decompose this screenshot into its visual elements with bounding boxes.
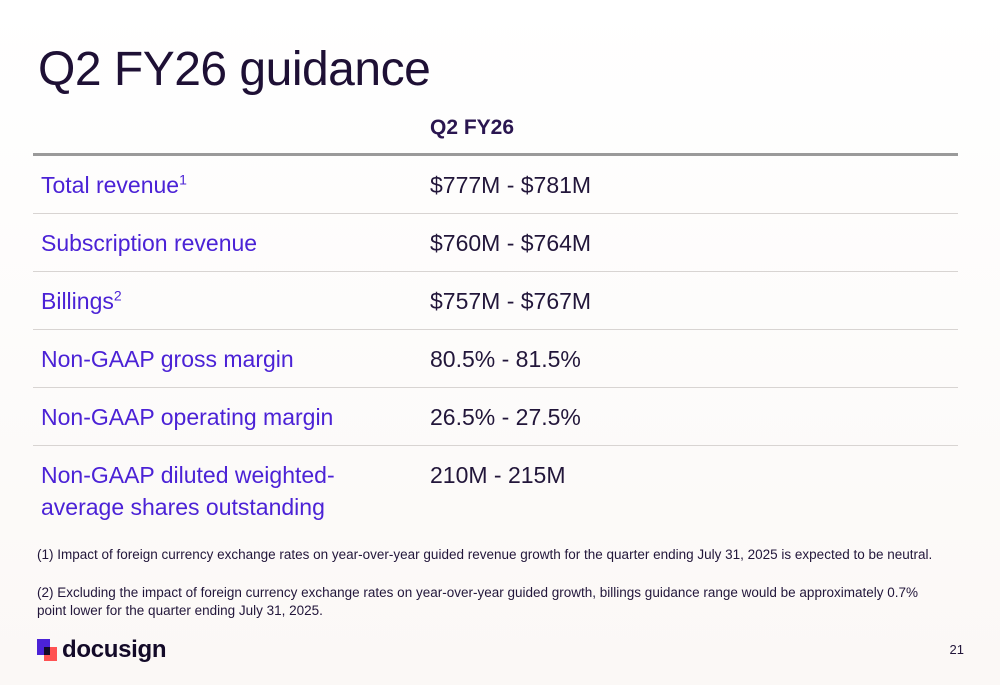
table-row: Total revenue1 $777M - $781M <box>33 156 958 214</box>
table-row: Billings2 $757M - $767M <box>33 272 958 330</box>
docusign-logo-icon <box>37 639 57 661</box>
guidance-table: Total revenue1 $777M - $781M Subscriptio… <box>33 156 958 526</box>
table-row: Non-GAAP gross margin 80.5% - 81.5% <box>33 330 958 388</box>
row-value: $777M - $781M <box>430 172 592 198</box>
row-value: 210M - 215M <box>430 462 566 488</box>
table-row: Non-GAAP diluted weighted-average shares… <box>33 446 958 526</box>
row-label: Subscription revenue <box>41 230 258 256</box>
page-number: 21 <box>949 642 964 657</box>
row-label: Non-GAAP operating margin <box>41 404 334 430</box>
footnote-ref: 1 <box>179 171 187 188</box>
column-header: Q2 FY26 <box>430 116 515 139</box>
row-value: $760M - $764M <box>430 230 592 256</box>
header-divider <box>33 153 958 156</box>
logo-wordmark: docusign <box>62 636 167 663</box>
row-value: $757M - $767M <box>430 288 592 314</box>
row-label: Non-GAAP diluted weighted-average shares… <box>41 462 335 520</box>
table-row: Subscription revenue $760M - $764M <box>33 214 958 272</box>
row-value: 80.5% - 81.5% <box>430 346 581 372</box>
row-label: Billings2 <box>41 287 122 314</box>
row-label: Total revenue1 <box>41 171 187 198</box>
row-value: 26.5% - 27.5% <box>430 404 581 430</box>
docusign-logo: docusign <box>37 636 167 663</box>
row-label: Non-GAAP gross margin <box>41 346 294 372</box>
footnote-ref: 2 <box>113 287 122 304</box>
page-title: Q2 FY26 guidance <box>38 43 431 96</box>
footnote-1: (1) Impact of foreign currency exchange … <box>37 547 933 562</box>
footnote-2: (2) Excluding the impact of foreign curr… <box>37 585 918 618</box>
table-row: Non-GAAP operating margin 26.5% - 27.5% <box>33 388 958 446</box>
